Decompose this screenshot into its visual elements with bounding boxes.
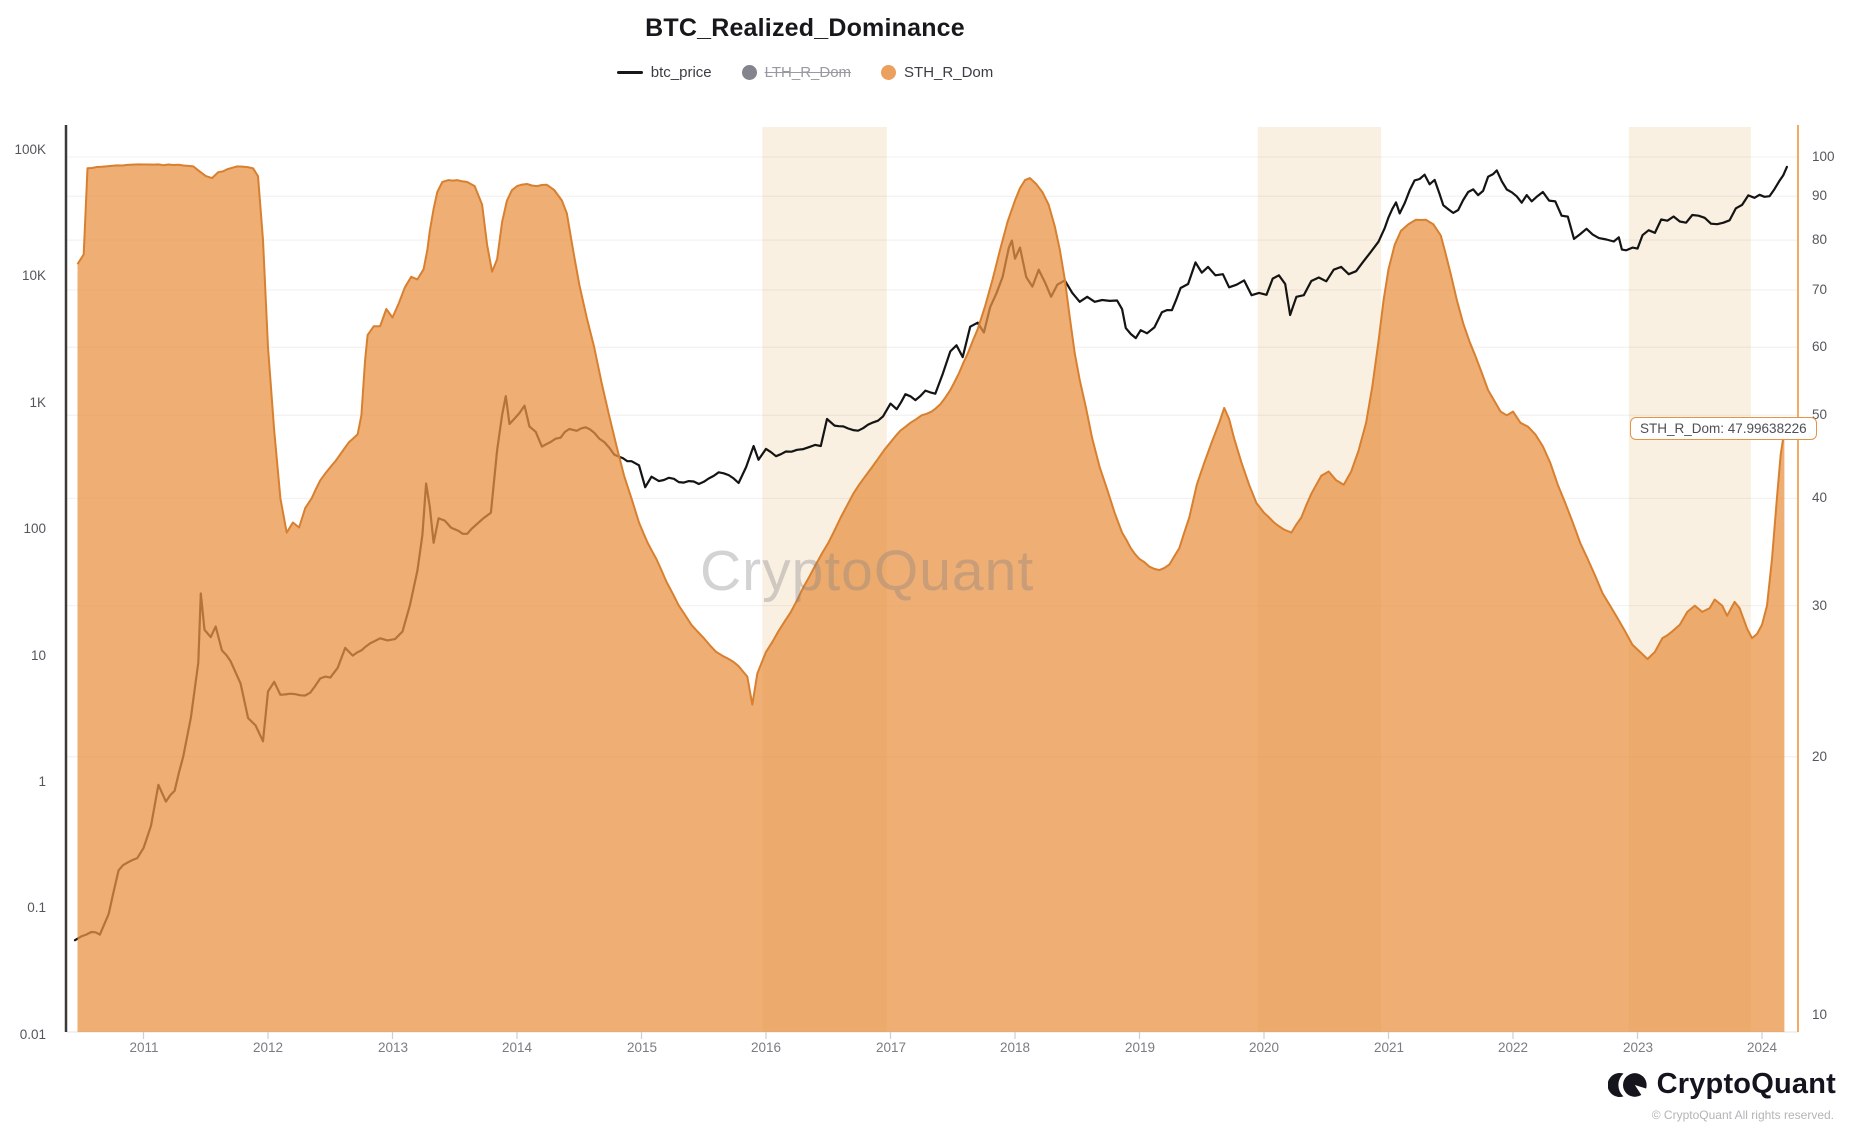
legend-item-STH_R_Dom[interactable]: STH_R_Dom	[881, 64, 993, 81]
chart-title: BTC_Realized_Dominance	[645, 14, 965, 42]
legend-item-btc_price[interactable]: btc_price	[616, 64, 712, 81]
left-axis-tick-label: 1	[38, 774, 46, 789]
x-axis-tick-label: 2012	[252, 1040, 284, 1055]
x-axis-tick-label: 2021	[1373, 1040, 1405, 1055]
x-axis-tick-label: 2018	[999, 1040, 1031, 1055]
cryptoquant-logo-icon	[1607, 1072, 1648, 1098]
left-axis-tick-label: 100K	[14, 142, 46, 157]
right-axis-tick-label: 80	[1812, 232, 1828, 247]
left-axis-tick-label: 10K	[21, 268, 46, 283]
footer-brand: CryptoQuant	[1607, 1068, 1836, 1101]
footer-copyright: © CryptoQuant All rights reserved.	[1651, 1108, 1834, 1122]
x-axis-tick-label: 2020	[1248, 1040, 1280, 1055]
x-axis-tick-label: 2015	[626, 1040, 658, 1055]
right-axis-tick-label: 50	[1812, 407, 1828, 422]
right-axis-tick-label: 20	[1812, 749, 1828, 764]
sth-r-dom-edge	[76, 163, 1786, 706]
line-swatch-icon	[616, 71, 643, 74]
right-axis-tick-label: 40	[1812, 490, 1828, 505]
x-axis-tick-label: 2011	[129, 1040, 159, 1055]
x-axis-tick-label: 2019	[1124, 1040, 1156, 1055]
x-axis-tick-label: 2013	[377, 1040, 409, 1055]
left-axis-tick-label: 10	[30, 648, 46, 663]
legend-item-LTH_R_Dom[interactable]: LTH_R_Dom	[741, 64, 852, 81]
x-axis-tick-label: 2017	[875, 1040, 907, 1055]
x-axis-tick-label: 2014	[501, 1040, 533, 1055]
watermark: CryptoQuant	[700, 539, 1035, 603]
dot-swatch-icon	[741, 65, 757, 80]
sth-r-dom-area	[77, 164, 1785, 1032]
right-axis-tick-label: 70	[1812, 282, 1828, 297]
legend-label: STH_R_Dom	[904, 64, 994, 81]
left-axis-tick-label: 1K	[29, 395, 46, 410]
legend-label: btc_price	[650, 64, 712, 81]
right-axis-tick-label: 30	[1812, 598, 1828, 613]
legend: btc_price LTH_R_Dom STH_R_Dom	[0, 64, 1610, 81]
left-axis-tick-label: 0.01	[19, 1027, 46, 1042]
right-axis-tick-label: 10	[1812, 1007, 1828, 1022]
right-axis-tick-label: 90	[1812, 188, 1828, 203]
legend-label: LTH_R_Dom	[764, 64, 852, 81]
left-axis-tick-label: 100	[23, 521, 46, 536]
dot-swatch-icon	[881, 65, 897, 80]
footer-brand-text: CryptoQuant	[1656, 1068, 1836, 1100]
x-axis-tick-label: 2024	[1746, 1040, 1778, 1055]
right-axis-tick-label: 100	[1812, 149, 1835, 164]
tooltip-text: STH_R_Dom: 47.99638226	[1640, 421, 1807, 436]
x-axis-tick-label: 2016	[750, 1040, 782, 1055]
x-axis-tick-label: 2022	[1497, 1040, 1529, 1055]
right-axis-tick-label: 60	[1812, 339, 1828, 354]
left-axis-tick-label: 0.1	[27, 900, 46, 915]
sth-tooltip: STH_R_Dom: 47.99638226	[1630, 417, 1817, 440]
x-axis-tick-label: 2023	[1622, 1040, 1654, 1055]
